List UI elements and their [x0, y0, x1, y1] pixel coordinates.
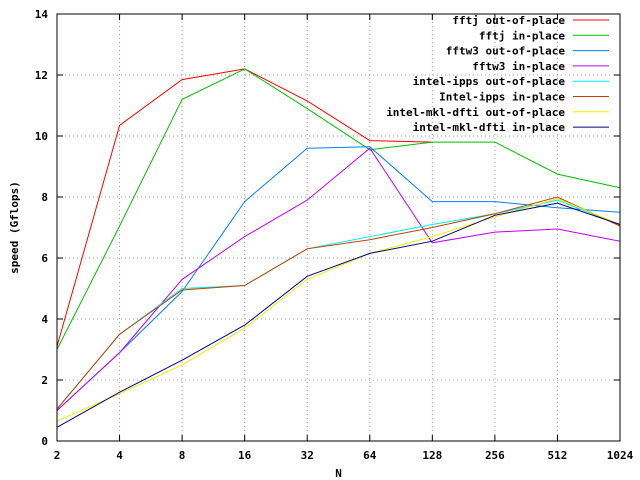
- x-tick-label: 32: [301, 449, 314, 462]
- y-tick-label: 6: [41, 252, 48, 265]
- y-axis-label: speed (Gflops): [8, 181, 21, 274]
- x-tick-label: 256: [485, 449, 505, 462]
- y-tick-label: 10: [35, 130, 48, 143]
- legend-label: fftw3 out-of-place: [446, 45, 566, 58]
- legend-label: intel-ipps out-of-place: [413, 75, 566, 88]
- x-axis-label: N: [335, 467, 342, 480]
- x-tick-label: 64: [363, 449, 377, 462]
- plot-frame: [56, 13, 621, 442]
- legend-label: Intel-ipps in-place: [439, 91, 565, 104]
- y-tick-label: 8: [41, 191, 48, 204]
- series-line-3: [56, 146, 621, 411]
- x-tick-label: 128: [422, 449, 442, 462]
- series-line-4: [56, 147, 621, 411]
- series-lines: [56, 68, 621, 428]
- y-tick-label: 12: [35, 69, 48, 82]
- series-line-8: [56, 202, 621, 428]
- x-tick-label: 4: [116, 449, 123, 462]
- legend-label: fftj out-of-place: [452, 14, 565, 27]
- legend-label: fftj in-place: [479, 29, 565, 42]
- legend-label: fftw3 in-place: [472, 60, 565, 73]
- x-tick-label: 512: [548, 449, 568, 462]
- y-tick-label: 0: [41, 435, 48, 448]
- y-tick-label: 14: [35, 8, 49, 21]
- x-tick-label: 8: [179, 449, 186, 462]
- legend: fftj out-of-place fftj in-place fftw3 out-…: [386, 14, 609, 134]
- legend-label: intel-mkl-dfti in-place: [413, 121, 566, 134]
- series-line-5: [56, 199, 621, 410]
- series-line-2: [56, 68, 621, 350]
- x-tick-label: 16: [238, 449, 252, 462]
- y-tick-label: 4: [41, 313, 48, 326]
- y-axis-ticks: 0 2 4 6 8 10 12 14: [35, 8, 620, 448]
- x-tick-label: 1024: [607, 449, 634, 462]
- legend-label: intel-mkl-dfti out-of-place: [386, 106, 565, 119]
- x-tick-label: 2: [54, 449, 61, 462]
- y-tick-label: 2: [41, 374, 48, 387]
- series-line-6: [56, 196, 621, 410]
- x-axis-ticks: 2 4 8 16 32 64 128 256 512 1024: [54, 14, 634, 462]
- series-line-7: [56, 197, 621, 422]
